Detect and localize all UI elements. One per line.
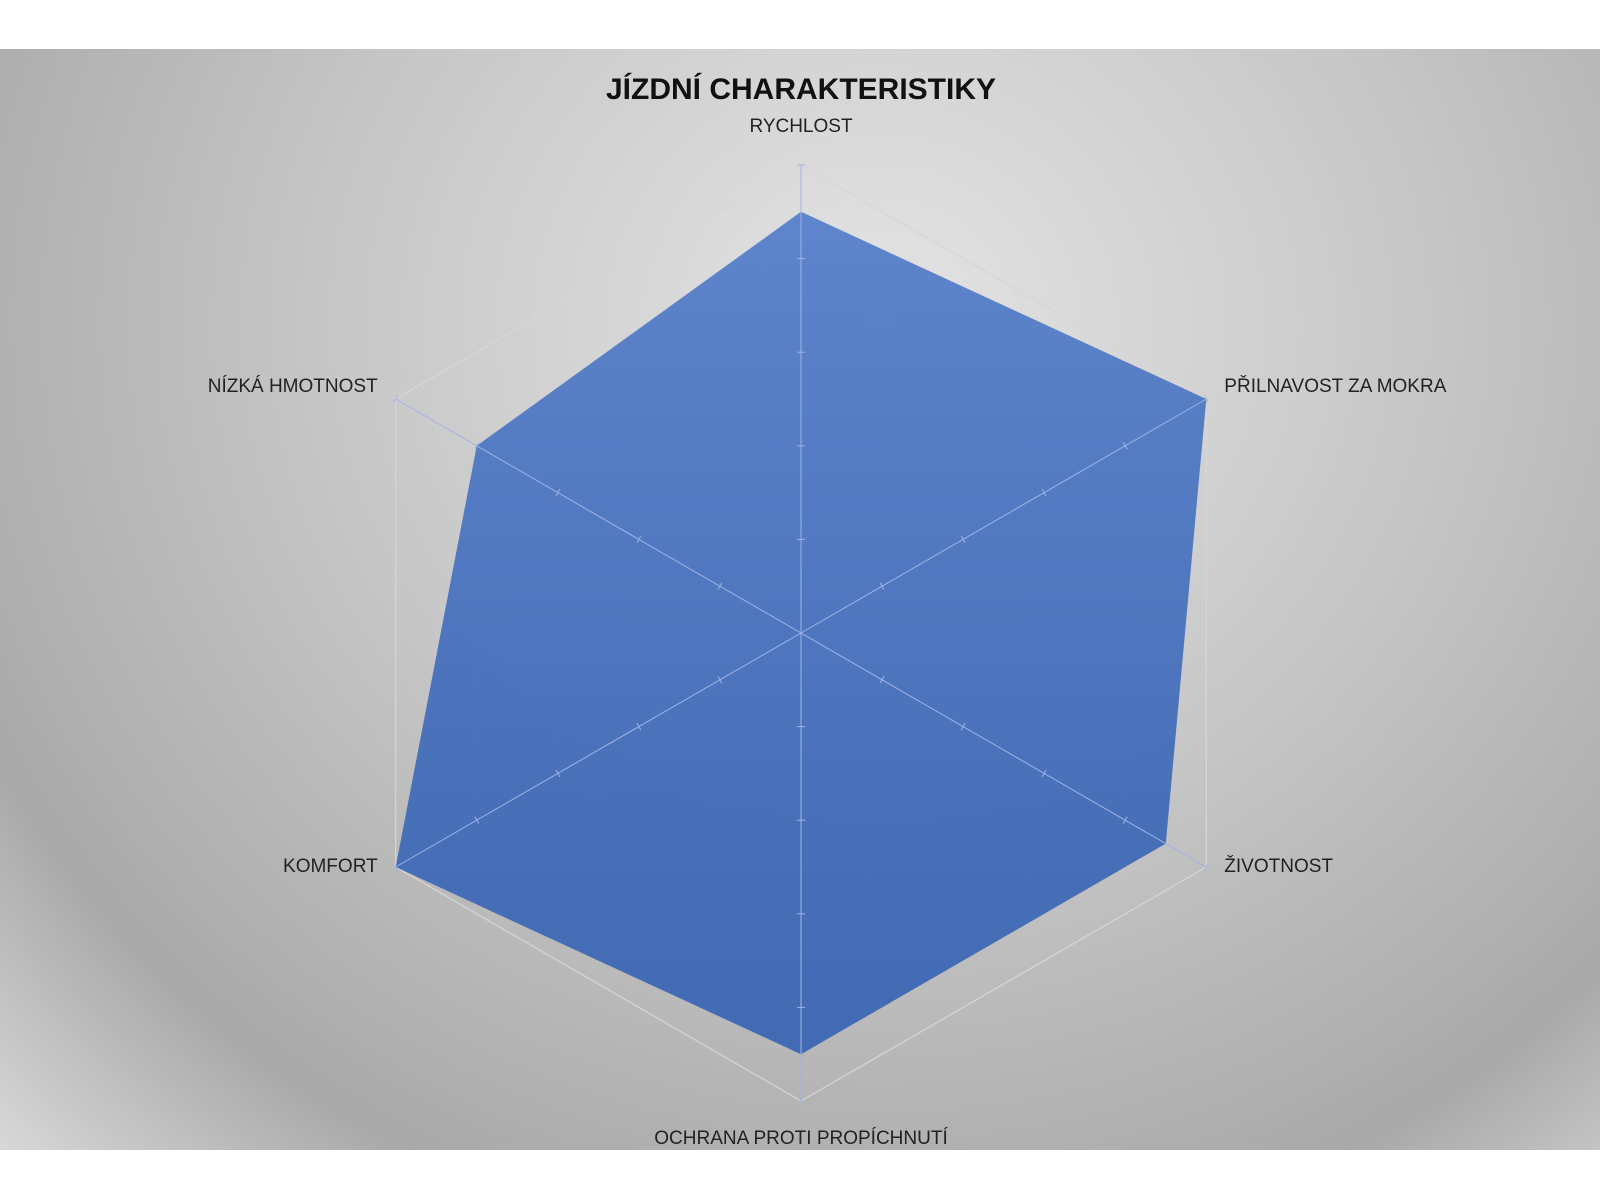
tick-mark [1122, 442, 1128, 450]
tick-mark [636, 535, 642, 544]
tick-mark [474, 816, 480, 824]
category-label: OCHRANA PROTI PROPÍCHNUTÍ [654, 1128, 948, 1149]
axis-spoke [395, 398, 802, 634]
tick-mark [717, 582, 723, 590]
tick-mark [1122, 816, 1128, 824]
axis-spoke [800, 632, 1207, 868]
category-label: KOMFORT [283, 856, 378, 877]
tick-mark [1203, 863, 1209, 871]
tick-mark [717, 676, 723, 684]
tick-mark [393, 395, 399, 403]
tick-mark [555, 488, 561, 497]
tick-mark [1203, 395, 1209, 403]
tick-mark [960, 722, 966, 731]
tick-mark [879, 582, 885, 590]
tick-mark [555, 769, 561, 778]
tick-mark [474, 442, 480, 450]
tick-mark [1041, 488, 1047, 497]
chart-title: JÍZDNÍ CHARAKTERISTIKY [606, 72, 996, 106]
category-label: RYCHLOST [749, 116, 853, 137]
tick-mark [636, 722, 642, 731]
tick-mark [960, 535, 966, 544]
tick-mark [393, 863, 399, 871]
tick-mark [879, 676, 885, 684]
axis-spoke [800, 398, 1207, 634]
axis-spoke [395, 632, 802, 868]
tick-mark [1041, 769, 1047, 778]
category-label: NÍZKÁ HMOTNOST [208, 376, 378, 397]
category-label: ŽIVOTNOST [1224, 855, 1333, 877]
category-label: PŘILNAVOST ZA MOKRA [1224, 375, 1446, 397]
